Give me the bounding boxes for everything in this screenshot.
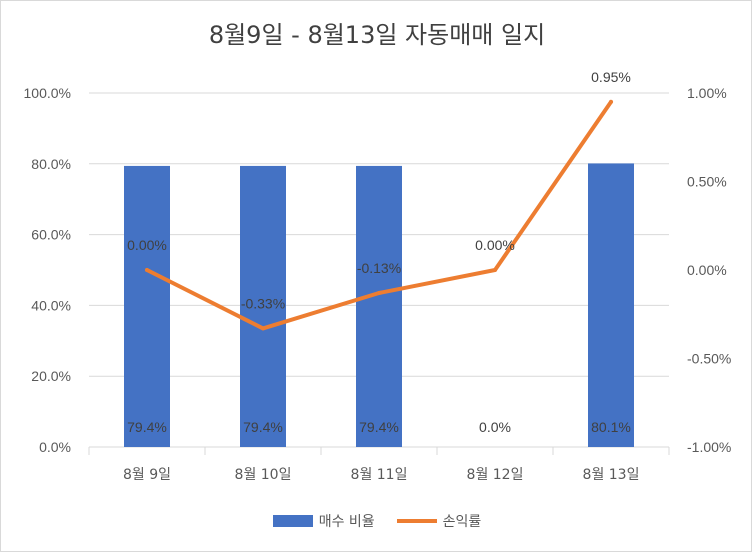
left-tick-label: 40.0% bbox=[31, 297, 71, 313]
legend-label-bar: 매수 비율 bbox=[318, 514, 375, 530]
left-tick-label: 0.0% bbox=[39, 439, 71, 455]
bar bbox=[240, 165, 286, 447]
right-tick-label: -0.50% bbox=[687, 351, 731, 367]
line-data-label: -0.13% bbox=[357, 260, 401, 276]
legend-label-line: 손익률 bbox=[442, 514, 482, 530]
chart-title: 8월9일 - 8월13일 자동매매 일지 bbox=[208, 21, 546, 49]
legend: 매수 비율 손익률 bbox=[1, 511, 752, 531]
bar bbox=[356, 165, 402, 447]
line-data-label: -0.33% bbox=[241, 295, 285, 311]
line-point bbox=[609, 99, 613, 104]
category-label: 8월 11일 bbox=[351, 467, 408, 483]
legend-swatch-bar bbox=[272, 515, 313, 527]
line-point bbox=[261, 326, 265, 331]
category-label: 8월 12일 bbox=[467, 467, 524, 483]
right-tick-label: -1.00% bbox=[687, 439, 731, 455]
right-tick-label: 0.50% bbox=[687, 174, 727, 190]
bar-data-label: 79.4% bbox=[359, 419, 399, 435]
category-label: 8월 13일 bbox=[583, 467, 640, 483]
bar-data-label: 79.4% bbox=[243, 419, 283, 435]
left-tick-label: 80.0% bbox=[31, 156, 71, 172]
category-label: 8월 10일 bbox=[235, 467, 292, 483]
legend-swatch-line bbox=[396, 519, 437, 523]
line-data-label: 0.95% bbox=[591, 69, 631, 85]
line-point bbox=[145, 268, 149, 272]
left-tick-label: 20.0% bbox=[31, 368, 71, 384]
line-data-label: 0.00% bbox=[475, 237, 515, 253]
left-tick-label: 60.0% bbox=[31, 227, 71, 243]
legend-item-line: 손익률 bbox=[396, 511, 482, 531]
line-point bbox=[377, 291, 381, 296]
bar-data-label: 0.0% bbox=[479, 419, 511, 435]
right-tick-label: 1.00% bbox=[687, 85, 727, 101]
left-tick-label: 100.0% bbox=[24, 85, 71, 101]
line-data-label: 0.00% bbox=[127, 237, 167, 253]
bar-data-label: 80.1% bbox=[591, 419, 631, 435]
bar-data-label: 79.4% bbox=[127, 419, 167, 435]
category-label: 8월 9일 bbox=[123, 467, 171, 483]
right-tick-label: 0.00% bbox=[687, 262, 727, 278]
bar bbox=[588, 163, 634, 448]
line-point bbox=[493, 268, 497, 272]
bar bbox=[124, 165, 170, 447]
legend-item-bar: 매수 비율 bbox=[272, 511, 375, 531]
